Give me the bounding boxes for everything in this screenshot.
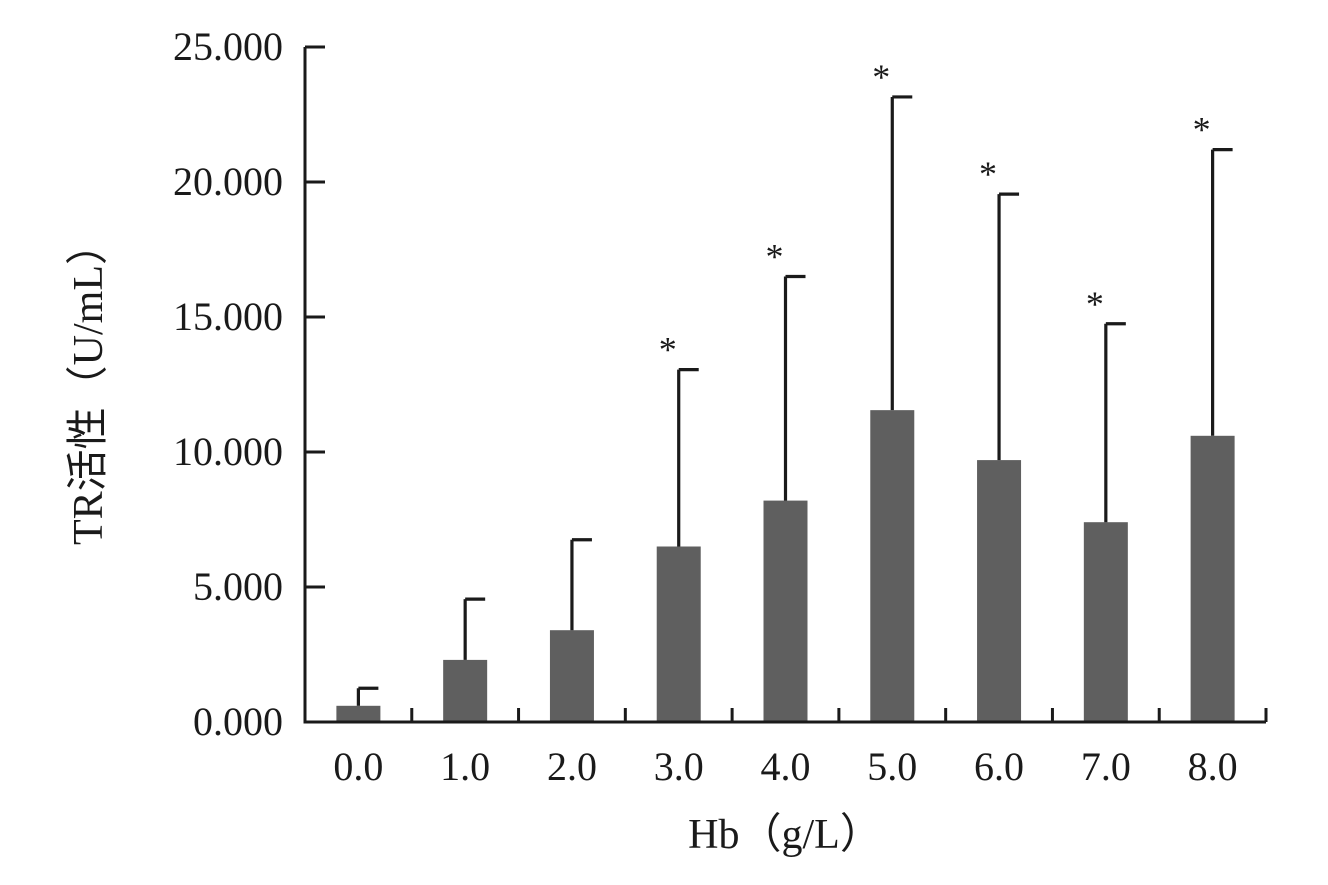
bars-group [336, 410, 1235, 722]
x-axis-title: Hb（g/L） [688, 812, 882, 858]
bar [443, 659, 488, 722]
x-tick-label: 7.0 [1081, 744, 1131, 789]
y-tick-label: 20.000 [173, 159, 283, 204]
error-bars-group [356, 95, 1233, 706]
y-axis-title: TR活性（U/mL） [66, 223, 112, 545]
significance-group: * * * * * * [659, 57, 1211, 370]
y-tick-label: 25.000 [173, 24, 283, 69]
significance-marker: * [1193, 110, 1211, 150]
x-tick-label: 5.0 [867, 744, 917, 789]
bar [977, 460, 1022, 722]
significance-marker: * [1086, 284, 1104, 324]
x-ticks-group: 0.0 1.0 2.0 3.0 4.0 5.0 6.0 7.0 8.0 [333, 708, 1268, 789]
y-ticks-group: 0.000 5.000 10.000 15.000 20.000 25.000 [173, 24, 325, 744]
significance-marker: * [766, 237, 784, 277]
y-tick-label: 15.000 [173, 294, 283, 339]
y-tick-label: 10.000 [173, 429, 283, 474]
y-tick-label: 5.000 [193, 564, 283, 609]
x-tick-label: 1.0 [440, 744, 490, 789]
x-tick-label: 2.0 [547, 744, 597, 789]
significance-marker: * [979, 154, 997, 194]
bar [656, 546, 701, 722]
x-tick-label: 3.0 [654, 744, 704, 789]
significance-marker: * [872, 57, 890, 97]
significance-marker: * [659, 330, 677, 370]
axes-group [303, 47, 1266, 724]
bar [1083, 522, 1128, 722]
bar [870, 410, 915, 722]
y-tick-label: 0.000 [193, 699, 283, 744]
bar [336, 705, 381, 722]
bar [549, 630, 594, 722]
x-tick-label: 4.0 [761, 744, 811, 789]
x-tick-label: 0.0 [333, 744, 383, 789]
x-tick-label: 8.0 [1188, 744, 1238, 789]
bar [1190, 435, 1235, 722]
x-tick-label: 6.0 [974, 744, 1024, 789]
bar [763, 500, 808, 722]
